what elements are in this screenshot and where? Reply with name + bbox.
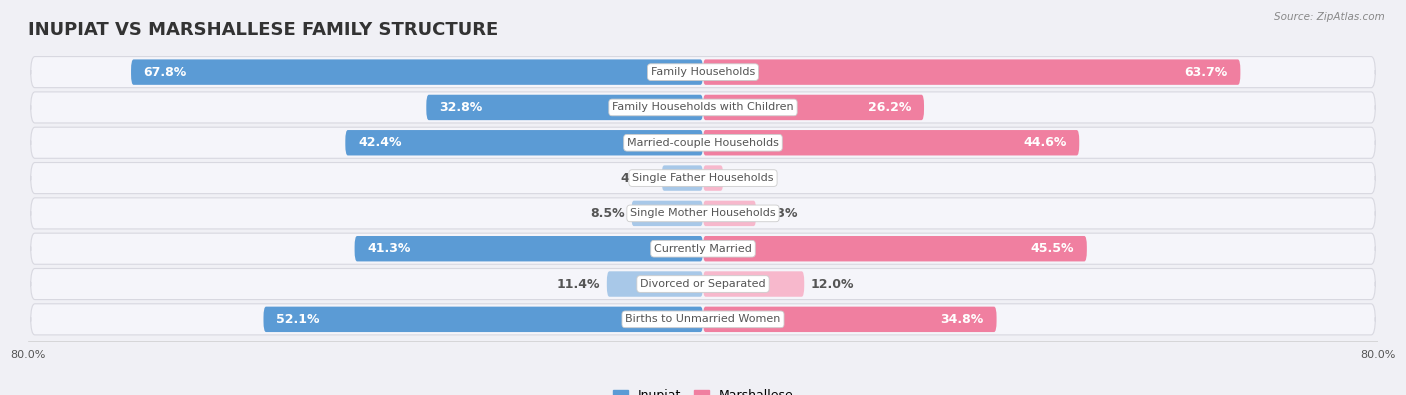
Text: 4.9%: 4.9% [620,171,655,184]
Text: 32.8%: 32.8% [439,101,482,114]
FancyBboxPatch shape [703,201,756,226]
Text: Family Households with Children: Family Households with Children [612,102,794,113]
Text: 12.0%: 12.0% [811,278,855,291]
FancyBboxPatch shape [703,166,723,191]
FancyBboxPatch shape [631,201,703,226]
FancyBboxPatch shape [31,233,1375,264]
Text: 42.4%: 42.4% [359,136,402,149]
FancyBboxPatch shape [703,271,804,297]
Text: INUPIAT VS MARSHALLESE FAMILY STRUCTURE: INUPIAT VS MARSHALLESE FAMILY STRUCTURE [28,21,498,39]
FancyBboxPatch shape [662,166,703,191]
FancyBboxPatch shape [703,307,997,332]
Text: 11.4%: 11.4% [557,278,600,291]
Text: 2.4%: 2.4% [730,171,765,184]
FancyBboxPatch shape [31,304,1375,335]
Text: Single Mother Households: Single Mother Households [630,209,776,218]
FancyBboxPatch shape [346,130,703,156]
Text: Single Father Households: Single Father Households [633,173,773,183]
Text: Family Households: Family Households [651,67,755,77]
FancyBboxPatch shape [31,198,1375,229]
Text: 26.2%: 26.2% [868,101,911,114]
FancyBboxPatch shape [263,307,703,332]
Text: 67.8%: 67.8% [143,66,187,79]
FancyBboxPatch shape [31,56,1375,88]
FancyBboxPatch shape [31,92,1375,123]
Text: 41.3%: 41.3% [367,242,411,255]
Text: 52.1%: 52.1% [276,313,319,326]
Text: 34.8%: 34.8% [941,313,984,326]
Text: 44.6%: 44.6% [1024,136,1067,149]
FancyBboxPatch shape [607,271,703,297]
FancyBboxPatch shape [31,162,1375,194]
FancyBboxPatch shape [703,236,1087,261]
Text: 6.3%: 6.3% [763,207,797,220]
Text: Source: ZipAtlas.com: Source: ZipAtlas.com [1274,12,1385,22]
Text: Births to Unmarried Women: Births to Unmarried Women [626,314,780,324]
Text: Currently Married: Currently Married [654,244,752,254]
FancyBboxPatch shape [31,127,1375,158]
FancyBboxPatch shape [426,95,703,120]
FancyBboxPatch shape [703,59,1240,85]
Legend: Inupiat, Marshallese: Inupiat, Marshallese [607,384,799,395]
Text: 63.7%: 63.7% [1184,66,1227,79]
Text: Married-couple Households: Married-couple Households [627,138,779,148]
Text: Divorced or Separated: Divorced or Separated [640,279,766,289]
FancyBboxPatch shape [703,95,924,120]
Text: 8.5%: 8.5% [591,207,624,220]
FancyBboxPatch shape [354,236,703,261]
Text: 45.5%: 45.5% [1031,242,1074,255]
FancyBboxPatch shape [131,59,703,85]
FancyBboxPatch shape [31,269,1375,299]
FancyBboxPatch shape [703,130,1080,156]
